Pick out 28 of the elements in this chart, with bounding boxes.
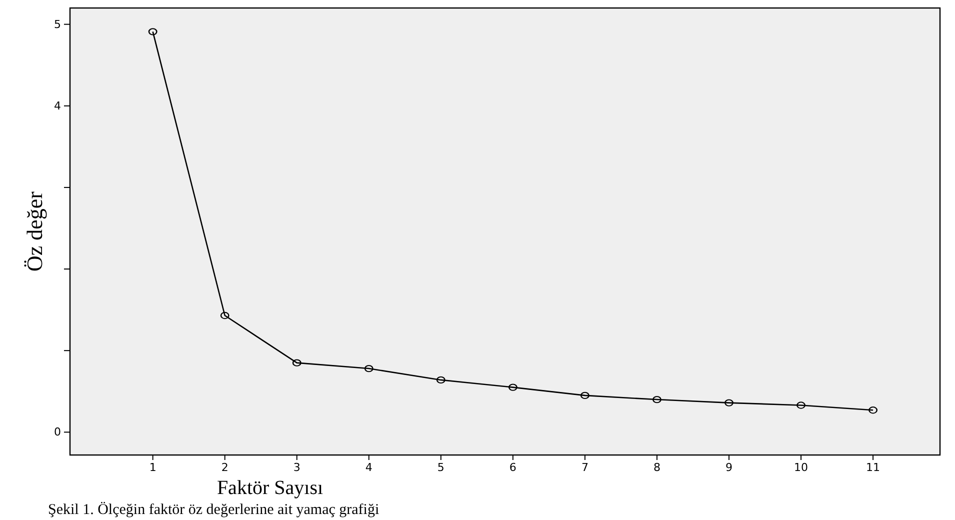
x-tick-label: 10 (794, 460, 808, 474)
point (868, 406, 878, 414)
y-tick-label: 0 (54, 426, 61, 439)
point (364, 364, 374, 372)
point (652, 396, 662, 404)
point (436, 376, 446, 384)
x-tick-label: 3 (293, 460, 300, 474)
y-axis-title: Öz değer (22, 190, 47, 272)
point (796, 402, 806, 409)
x-tick-label: 11 (866, 460, 880, 474)
x-tick-label: 1 (149, 460, 156, 474)
x-tick-label: 5 (437, 460, 444, 474)
point (220, 312, 230, 320)
point (724, 399, 734, 406)
x-tick-label: 7 (581, 460, 588, 474)
x-tick-label: 9 (725, 460, 732, 474)
x-tick-label: 6 (509, 460, 516, 474)
point (292, 359, 302, 366)
x-tick-label: 4 (365, 460, 372, 474)
x-tick-label: 8 (653, 460, 660, 474)
point (508, 384, 518, 391)
point (580, 392, 590, 400)
text: Şekil 1. Ölçeğin faktör öz değerlerine ait yamaç grafiği (48, 501, 380, 518)
x-tick-label: 2 (221, 460, 228, 474)
y-tick-label: 5 (54, 18, 61, 31)
point (148, 28, 158, 36)
y-tick-label: 4 (54, 99, 61, 112)
x-axis-title: Faktör Sayısı (216, 477, 324, 499)
